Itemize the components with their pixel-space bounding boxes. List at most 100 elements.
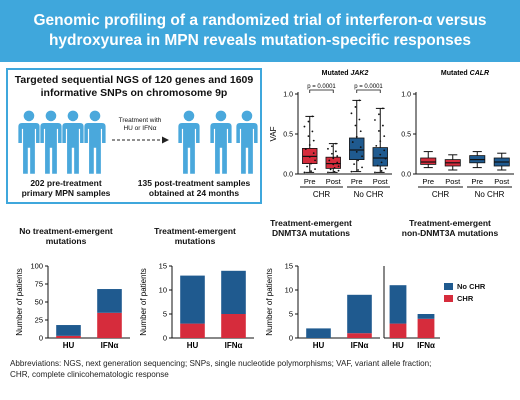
abbreviations-footnote: Abbreviations: NGS, next generation sequ… [10,358,515,380]
legend-swatch-no-chr [444,283,453,290]
y-tick-label: 15 [285,262,293,271]
title-line-1: Genomic profiling of a randomized trial … [33,12,487,29]
data-point [359,130,362,133]
data-point [333,166,336,169]
data-point [327,171,329,174]
data-point [378,130,380,132]
data-point [351,141,354,143]
data-point [375,144,378,147]
title-line-2: hydroxyurea in MPN reveals mutation-spec… [48,32,472,49]
data-point [376,164,379,167]
legend-label-no-chr: No CHR [457,282,486,291]
p-value-label: p = 0.0001 [307,84,336,90]
data-point [303,125,306,128]
x-tick-label: IFNα [417,341,435,350]
data-point [303,171,306,174]
person-icon [62,110,84,174]
data-point [336,161,339,164]
bar-title-1-line-1: No treatment-emergent [19,226,113,236]
group-label: CHR [313,190,331,199]
data-point [384,157,387,160]
abbreviations-line-2: CHR, complete clinicohematologic respons… [10,370,169,379]
boxplot-title-prefix: Mutated [322,70,351,77]
pre-caption-line-1: 202 pre-treatment [30,178,102,188]
box-chr-pre [420,157,437,165]
bar-chart-title-1: No treatment-emergent mutations [6,226,126,246]
data-point [383,135,386,138]
abbreviations-line-1: Abbreviations: NGS, next generation sequ… [10,359,432,368]
ngs-study-design-panel: Targeted sequential NGS of 120 genes and… [6,68,262,204]
data-point [311,115,314,118]
bar-title-3-line-2: DNMT3A mutations [271,228,351,238]
boxplot-title-gene: CALR [470,70,489,77]
arrow-label-line-1: Treatment with [118,117,162,124]
bar-chr-0 [180,323,205,338]
data-point [308,144,311,146]
treatment-arrow-label: Treatment with HU or IFNα [110,117,170,133]
bar-no-chr-0 [180,275,205,324]
data-point [314,159,316,162]
bar-chr-1 [221,314,246,338]
x-tick-label: HU [63,341,75,350]
box-chr-post [325,156,341,169]
data-point [314,168,316,170]
bar-no-chr-0 [56,325,81,336]
jak2-vaf-boxplot: Mutated JAK2 0.0 0.5 1.0 VAF Pre Post Pre Post CH… [269,70,392,199]
data-point [310,162,312,165]
x-tick-label: IFNα [225,341,243,350]
data-point [312,152,315,155]
person-head [89,110,101,122]
legend: No CHR CHR [444,282,485,306]
person-body [236,122,258,174]
pre-caption-line-2: primary MPN samples [21,188,111,198]
x-tick-label: HU [313,341,325,350]
data-point [332,157,335,160]
y-tick-label: 0 [289,334,293,343]
y-tick-label: 0.0 [401,172,411,179]
emergent-dnmt3a-bar-chart: 0 5 10 15 Number of patients HU IFNα [265,262,380,350]
data-point [350,112,353,115]
person-head [183,110,195,122]
y-tick-label: 1.0 [283,92,293,99]
data-point [334,142,337,145]
bar-chr-0 [56,335,81,338]
bar-chr-0 [389,323,407,338]
x-tick-label: Pre [422,177,434,186]
data-point [327,147,329,150]
data-point [354,106,357,108]
data-point [374,171,376,174]
bar-chart-title-2: Treatment-emergent mutations [140,226,250,246]
boxplot-title-prefix: Mutated [441,70,470,77]
data-point [328,159,331,162]
bar-chr-1 [347,333,372,338]
boxplot-title: Mutated CALR [441,70,489,77]
data-point [350,170,353,173]
data-point [337,165,340,168]
data-point [310,170,312,173]
post-caption-line-1: 135 post-treatment samples [137,178,251,188]
y-axis-label: Number of patients [265,268,274,336]
data-point [353,163,356,166]
data-point [381,124,384,127]
box-no-chr-pre [349,137,365,161]
bar-no-chr-1 [221,270,246,314]
y-tick-label: 0.5 [401,132,411,139]
x-tick-label: Post [445,177,461,186]
data-point [312,139,315,142]
y-tick-label: 10 [285,286,293,295]
bar-title-4-line-1: Treatment-emergent [409,218,491,228]
y-tick-label: 50 [35,298,43,307]
bar-no-chr-0 [306,328,331,338]
y-axis-label: Number of patients [15,268,24,336]
data-point [374,119,376,121]
person-icon [84,110,106,174]
x-tick-label: Post [373,177,389,186]
x-tick-label: HU [392,341,404,350]
data-point [331,152,333,155]
x-tick-label: Post [326,177,342,186]
data-point [383,149,386,152]
data-point [379,153,382,156]
bar-no-chr-1 [417,314,435,319]
x-tick-label: Pre [304,177,316,186]
arrow-label-line-2: HU or IFNα [123,125,157,132]
